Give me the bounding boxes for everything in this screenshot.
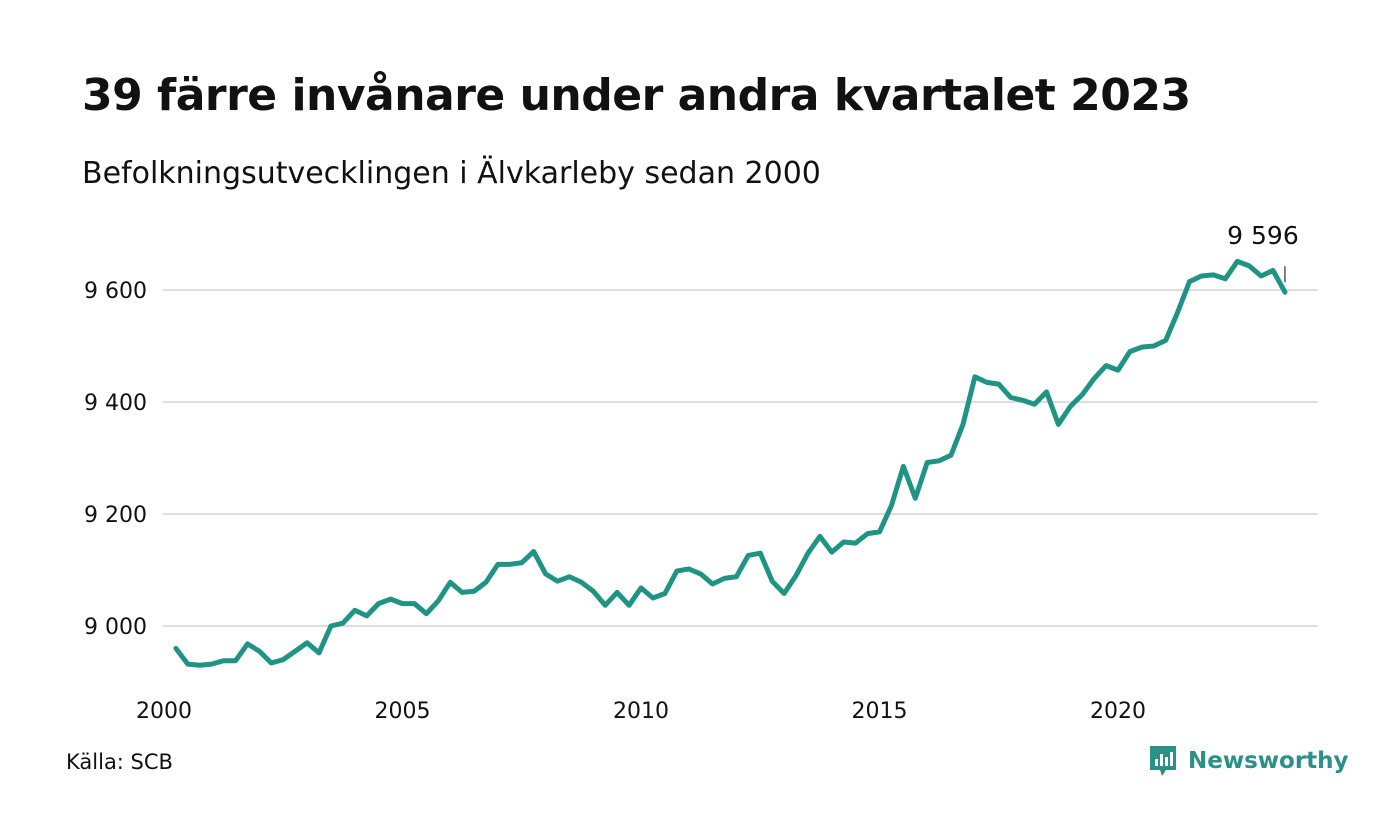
grid-lines [163, 289, 1318, 627]
x-tick-label: 2010 [613, 699, 669, 724]
chart-title: 39 färre invånare under andra kvartalet … [82, 70, 1191, 121]
x-tick-label: 2005 [375, 699, 431, 724]
y-tick-label: 9 000 [84, 615, 147, 640]
y-tick-label: 9 200 [84, 503, 147, 528]
last-value-label: 9 596 [1227, 221, 1299, 250]
population-line [173, 258, 1288, 668]
source-label: Källa: SCB [66, 750, 173, 774]
x-tick-label: 2020 [1090, 699, 1146, 724]
brand-logo: Newsworthy [1148, 744, 1349, 778]
chart-subtitle: Befolkningsutvecklingen i Älvkarleby sed… [82, 156, 821, 191]
x-tick-label: 2015 [852, 699, 908, 724]
y-tick-label: 9 400 [84, 391, 147, 416]
x-axis-tick-labels: 2000 2005 2010 2015 2020 [136, 699, 1146, 724]
x-tick-label: 2000 [136, 699, 192, 724]
y-tick-label: 9 600 [84, 279, 147, 304]
bar-chart-chat-icon [1150, 746, 1176, 776]
brand-name: Newsworthy [1188, 748, 1349, 774]
y-axis-tick-labels: 9 000 9 200 9 400 9 600 [84, 279, 147, 640]
